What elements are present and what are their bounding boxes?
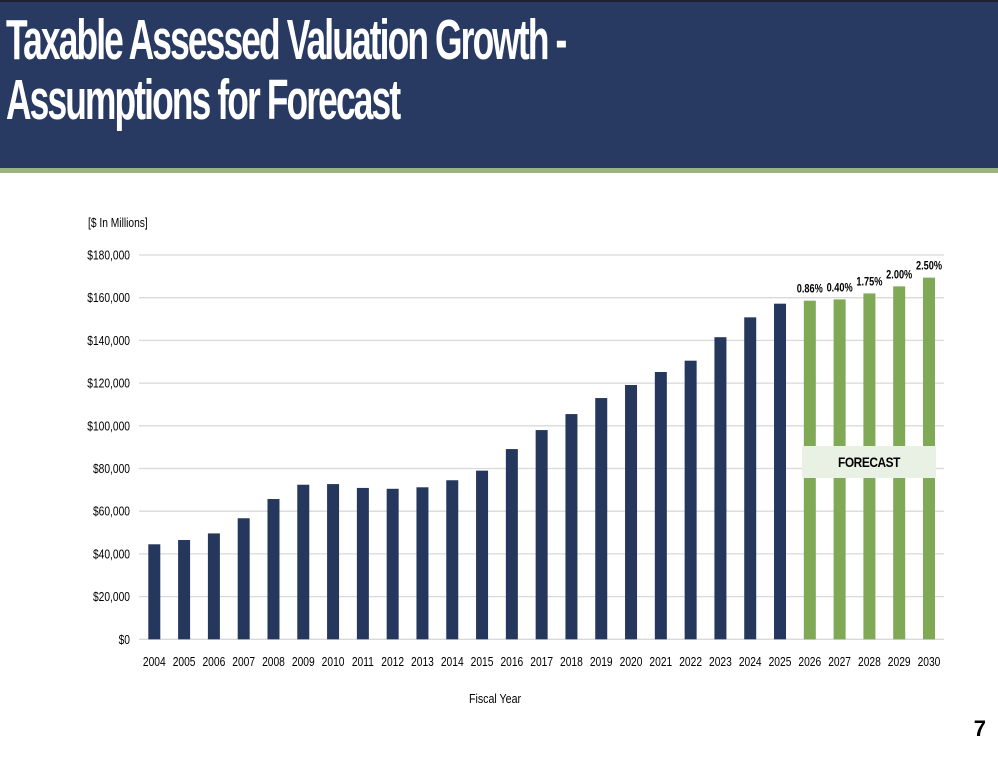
growth-rate-label: 0.86% (797, 284, 823, 296)
bar-actual (744, 317, 757, 640)
x-tick-label: 2023 (709, 656, 732, 669)
y-tick-label: $60,000 (93, 506, 130, 519)
x-tick-label: 2011 (352, 656, 374, 669)
growth-rate-label: 2.50% (916, 261, 942, 273)
bars (148, 277, 935, 640)
x-tick-label: 2027 (828, 656, 851, 669)
title-line-1: Taxable Assessed Valuation Growth - (6, 8, 567, 72)
bar-actual (178, 540, 191, 640)
x-tick-label: 2030 (918, 656, 941, 669)
growth-rate-label: 1.75% (856, 277, 882, 289)
x-tick-label: 2020 (620, 656, 643, 669)
bar-actual (565, 414, 578, 640)
y-tick-label: $180,000 (87, 250, 130, 263)
bar-actual (327, 484, 340, 640)
y-tick-label: $40,000 (93, 549, 130, 562)
x-tick-label: 2007 (232, 656, 255, 669)
bar-actual (416, 487, 429, 640)
x-axis-title: Fiscal Year (469, 691, 521, 706)
y-tick-label: $20,000 (93, 591, 130, 604)
y-tick-label: $120,000 (87, 378, 130, 391)
x-tick-label: 2005 (173, 656, 196, 669)
bar-actual (654, 371, 667, 640)
bar-actual (386, 488, 399, 640)
x-tick-label: 2026 (798, 656, 821, 669)
page-number: 7 (973, 716, 986, 741)
forecast-annotation: FORECAST (837, 454, 901, 470)
bar-actual (714, 337, 727, 640)
x-tick-label: 2013 (411, 656, 434, 669)
x-tick-label: 2006 (202, 656, 225, 669)
growth-labels: 0.86% 0.40% 1.75% 2.00% 2.50% (797, 261, 942, 296)
bar-actual (356, 487, 369, 640)
unit-label: [$ In Millions] (88, 217, 148, 230)
bar-actual (267, 499, 280, 640)
growth-rate-label: 0.40% (827, 283, 853, 295)
x-tick-label: 2022 (679, 656, 702, 669)
x-tick-label: 2024 (739, 656, 762, 669)
slide-header: Taxable Assessed Valuation Growth - Assu… (0, 0, 998, 168)
forecast-band (802, 446, 936, 478)
bar-actual (476, 470, 489, 640)
bar-actual (446, 480, 459, 640)
x-tick-label: 2019 (590, 656, 613, 669)
x-tick-label: 2010 (322, 656, 345, 669)
x-tick-label: 2016 (500, 656, 523, 669)
x-tick-label: 2018 (560, 656, 583, 669)
bar-actual (774, 303, 787, 640)
bar-actual (207, 533, 220, 640)
bar-actual (595, 398, 608, 640)
x-tick-label: 2014 (441, 656, 464, 669)
y-tick-label: $0 (119, 634, 130, 647)
x-tick-label: 2015 (471, 656, 494, 669)
x-tick-label: 2025 (769, 656, 792, 669)
x-tick-label: 2008 (262, 656, 285, 669)
growth-rate-label: 2.00% (886, 270, 912, 282)
bar-actual (625, 385, 638, 640)
x-tick-label: 2021 (649, 656, 672, 669)
bar-actual (505, 449, 518, 640)
slide-title: Taxable Assessed Valuation Growth - Assu… (6, 8, 567, 132)
x-tick-label: 2017 (530, 656, 553, 669)
bar-actual (237, 518, 250, 640)
y-axis-ticks: $0 $20,000 $40,000 $60,000 $80,000 $100,000 $1… (87, 250, 130, 647)
header-accent-stripe (0, 168, 998, 173)
x-axis-ticks: 2004 2005 2006 2007 2008 2009 2010 2011 2012 2013… (143, 656, 940, 669)
bar-actual (684, 360, 697, 640)
y-tick-label: $80,000 (93, 463, 130, 476)
x-tick-label: 2029 (888, 656, 911, 669)
y-tick-label: $160,000 (87, 292, 130, 305)
bar-actual (148, 544, 161, 640)
y-tick-label: $100,000 (87, 420, 130, 433)
y-tick-label: $140,000 (87, 335, 130, 348)
title-line-2: Assumptions for Forecast (6, 68, 401, 132)
bar-actual (297, 484, 310, 640)
x-tick-label: 2009 (292, 656, 315, 669)
x-tick-label: 2028 (858, 656, 881, 669)
x-tick-label: 2004 (143, 656, 166, 669)
bar-actual (535, 430, 548, 640)
x-tick-label: 2012 (381, 656, 404, 669)
